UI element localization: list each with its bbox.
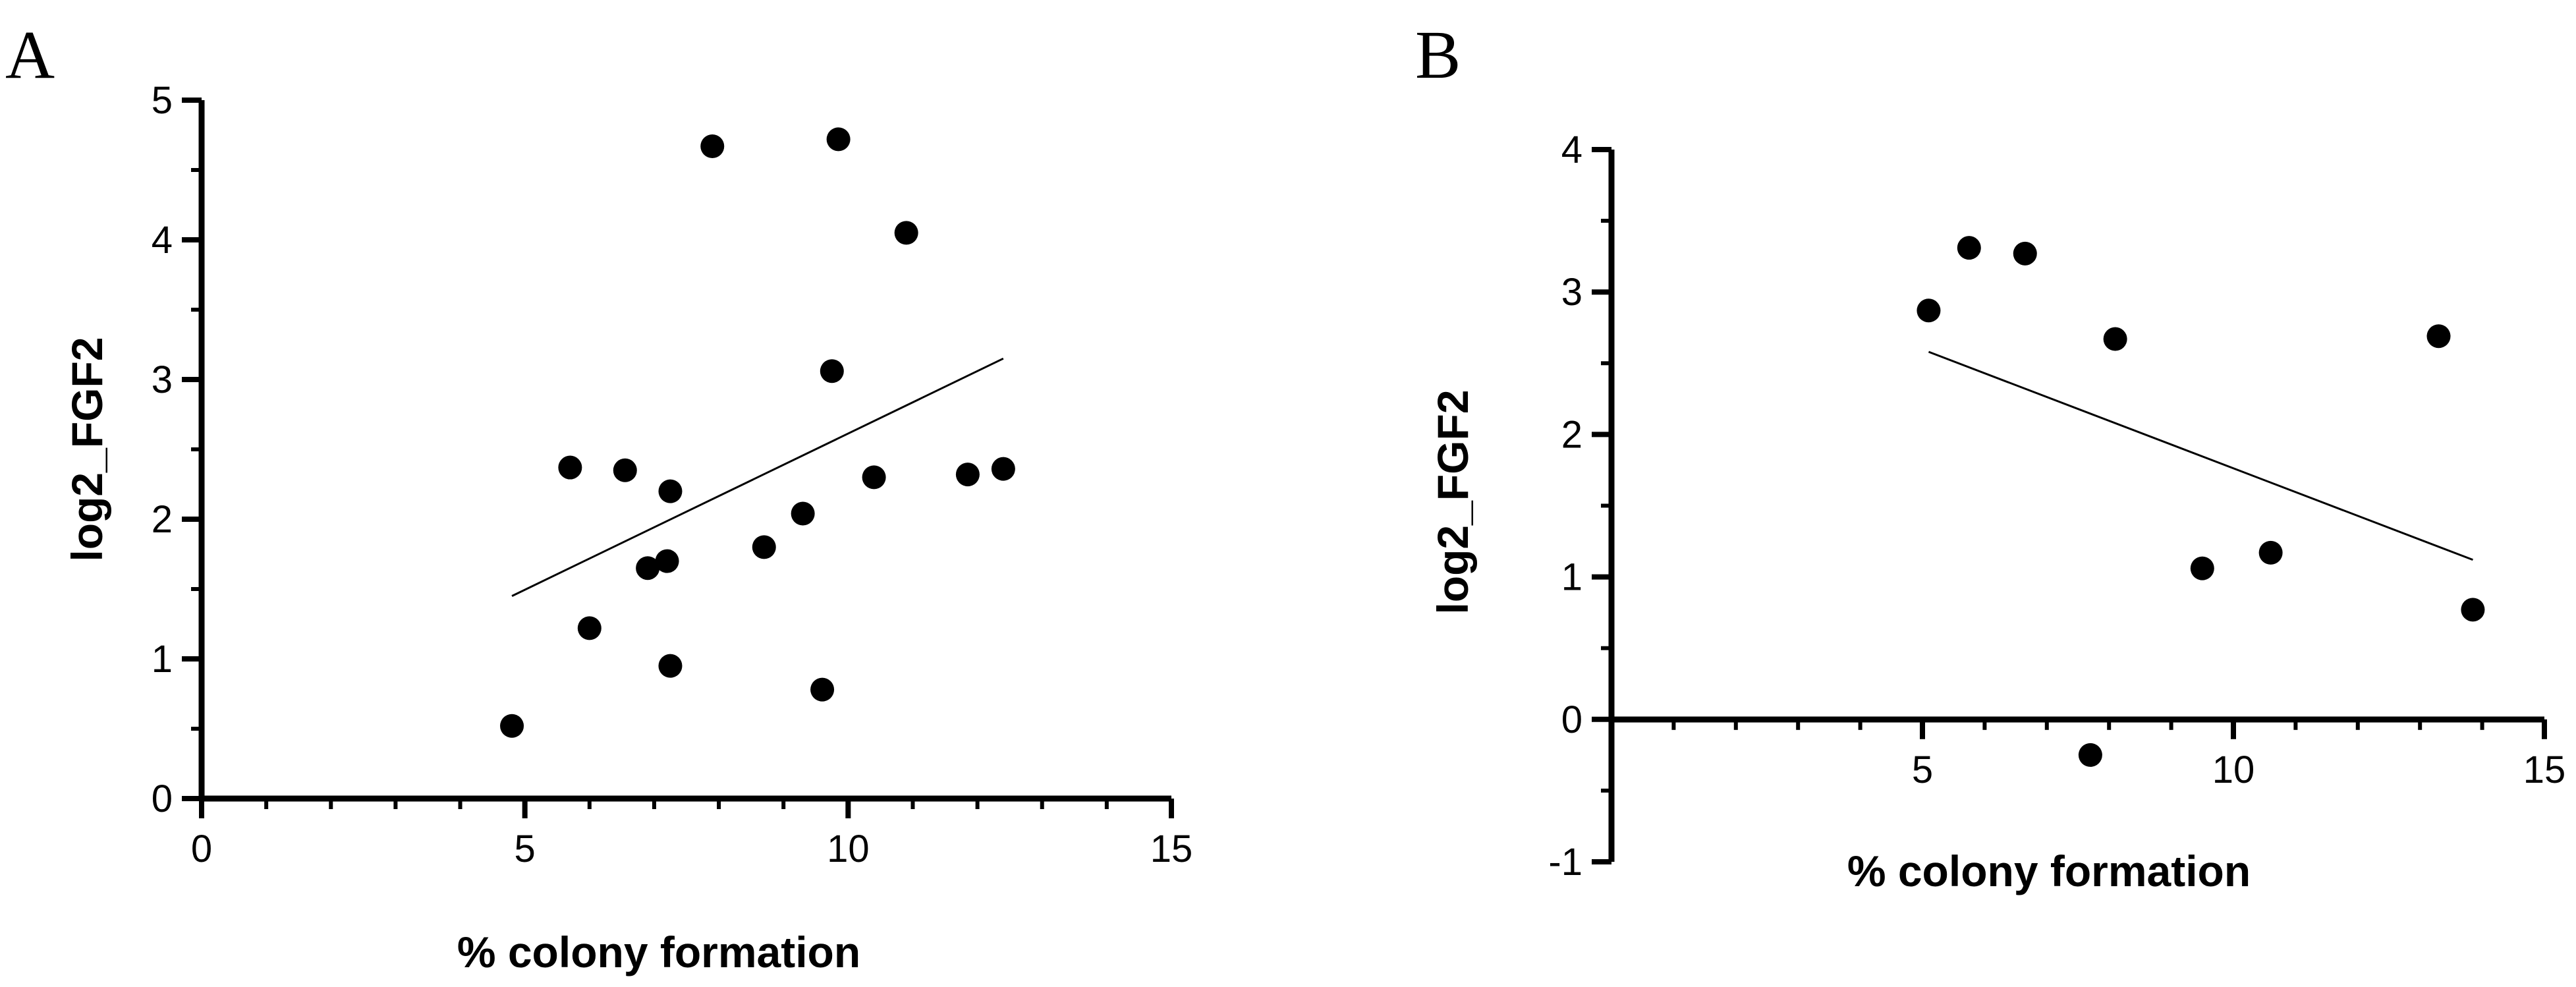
panel-a-data-point <box>955 463 980 487</box>
panel-b-points <box>1917 236 2485 767</box>
panel-a-plot-area: 0 5 10 15 0 1 2 3 4 5 <box>152 79 1193 870</box>
panel-b-y-axis-title: log2_FGF2 <box>1428 389 1477 614</box>
panel-a-x-axis-title: % colony formation <box>457 928 860 976</box>
panel-b-fit <box>1928 351 2473 561</box>
panel-a-y-tick-label: 2 <box>152 498 173 541</box>
panel-a-y-tick-label: 5 <box>152 79 173 122</box>
panel-a-y-tick-label: 3 <box>152 358 173 401</box>
panel-a-data-point <box>558 455 582 480</box>
panel-b-data-point <box>2461 598 2485 622</box>
panel-a-x-tick-label: 0 <box>191 828 212 870</box>
panel-a: A 0 5 10 15 0 1 2 3 4 5 % colony formation log2_F… <box>5 17 1192 976</box>
panel-a-x-tick-label: 5 <box>515 828 536 870</box>
panel-a-data-point <box>752 535 776 559</box>
panel-a-data-point <box>810 677 835 702</box>
panel-b-data-point <box>1957 236 1981 260</box>
panel-b-y-tick-label: 0 <box>1561 698 1582 741</box>
panel-b-ticks: 5 10 15 -1 0 1 2 3 4 <box>1548 128 2565 884</box>
panel-a-x-tick-label: 15 <box>1150 828 1193 870</box>
panel-b-x-tick-label: 15 <box>2523 748 2566 791</box>
panel-a-x-tick-label: 10 <box>827 828 870 870</box>
panel-a-data-point <box>991 457 1015 481</box>
panel-a-data-point <box>658 654 683 678</box>
panel-a-data-point <box>613 458 637 482</box>
panel-a-data-point <box>636 556 660 580</box>
panel-a-label: A <box>5 17 55 93</box>
panel-b-regression-line <box>1928 351 2473 561</box>
panel-a-y-tick-label: 1 <box>152 638 173 681</box>
panel-a-data-point <box>791 501 815 526</box>
panel-b-y-tick-label: 4 <box>1561 128 1582 171</box>
panel-a-data-point <box>655 549 679 573</box>
panel-b-y-tick-label: 3 <box>1561 271 1582 314</box>
panel-a-data-point <box>700 134 725 158</box>
panel-b-x-tick-label: 5 <box>1912 748 1933 791</box>
panel-a-y-axis-title: log2_FGF2 <box>63 337 111 561</box>
panel-a-data-point <box>862 465 886 490</box>
panel-a-points <box>500 127 1015 738</box>
panel-a-y-tick-label: 4 <box>152 219 173 262</box>
panel-a-data-point <box>500 714 524 738</box>
panel-b-plot-area: 5 10 15 -1 0 1 2 3 4 <box>1548 128 2565 884</box>
panel-b-x-tick-label: 10 <box>2212 748 2255 791</box>
panel-a-ticks: 0 5 10 15 0 1 2 3 4 5 <box>152 79 1193 870</box>
panel-a-regression-line <box>511 357 1004 597</box>
panel-a-data-point <box>894 221 918 245</box>
panel-b: B 5 10 15 -1 0 1 2 3 4 % colony formation log2_F… <box>1415 17 2565 895</box>
panel-b-y-tick-label: 2 <box>1561 413 1582 456</box>
panel-b-x-axis-title: % colony formation <box>1847 847 2251 895</box>
panel-b-y-tick-label: 1 <box>1561 556 1582 599</box>
panel-b-label: B <box>1415 17 1461 93</box>
panel-b-data-point <box>1917 298 1941 323</box>
panel-a-data-point <box>826 127 851 152</box>
panel-a-data-point <box>658 479 683 503</box>
panel-b-data-point <box>2013 241 2037 266</box>
panel-b-data-point <box>2103 327 2127 351</box>
panel-a-data-point <box>820 359 844 383</box>
panel-b-y-tick-label: -1 <box>1548 841 1582 884</box>
panel-b-data-point <box>2258 540 2283 565</box>
panel-a-data-point <box>577 616 602 640</box>
panel-b-data-point <box>2078 743 2102 767</box>
panel-b-data-point <box>2190 556 2214 580</box>
panel-a-fit <box>511 357 1004 597</box>
panel-a-y-tick-label: 0 <box>152 777 173 820</box>
panel-b-data-point <box>2426 324 2451 349</box>
